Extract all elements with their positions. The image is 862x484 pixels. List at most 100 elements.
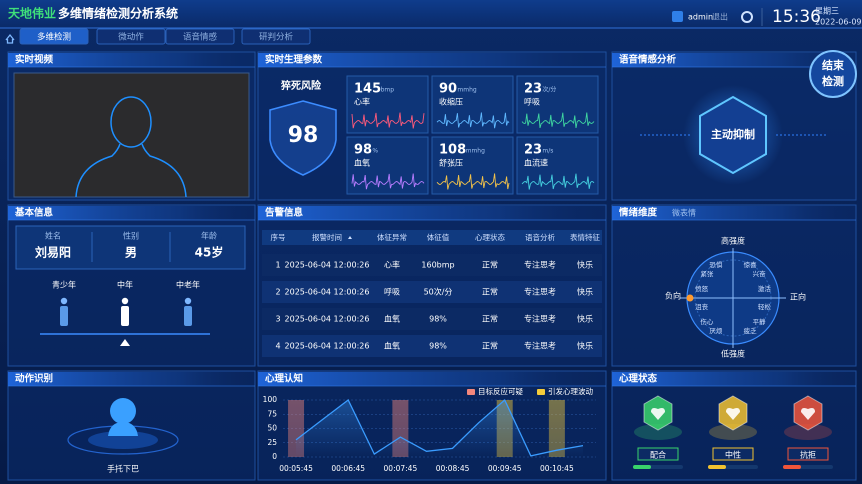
vital-label: 收缩压: [439, 97, 463, 107]
vitals-title: 实时生理参数: [265, 54, 323, 66]
risk-value: 98: [288, 123, 319, 148]
tab[interactable]: [96, 28, 166, 45]
emotion-subtitle: 微表情: [672, 208, 696, 218]
waveform: [351, 173, 425, 190]
tab-label[interactable]: 研判分析: [259, 32, 294, 43]
logout[interactable]: 退出: [712, 12, 728, 22]
end-button-label[interactable]: 检测: [822, 74, 844, 88]
state-bar: [783, 465, 801, 469]
vital-unit: 次/分: [542, 86, 556, 94]
action-figure-body: [108, 422, 138, 436]
chart-title: 心理认知: [265, 373, 303, 385]
weekday: 星期三: [815, 7, 839, 16]
y-tick-label: 75: [267, 409, 277, 418]
table-cell: 2025-06-04 12:00:26: [285, 288, 370, 297]
end-button[interactable]: [809, 50, 857, 98]
vital-card: [346, 136, 429, 195]
emotion-word: 惊喜: [744, 260, 758, 269]
sort-icon[interactable]: [348, 236, 352, 239]
table-cell: 正常: [482, 288, 498, 297]
action-title: 动作识别: [15, 373, 53, 385]
table-cell: 专注思考: [524, 287, 556, 297]
waveform: [521, 173, 595, 190]
tab-label[interactable]: 微动作: [118, 32, 144, 43]
vital-value: 108: [439, 143, 466, 158]
silhouette-head: [110, 96, 152, 148]
emotion-axes: [680, 248, 786, 348]
field-label: 性别: [123, 231, 139, 241]
panel-title-bar: [8, 206, 255, 220]
vital-unit: %: [372, 148, 378, 155]
table-cell: 快乐: [577, 287, 593, 297]
risk-label: 猝死风险: [280, 79, 322, 92]
field-value: 刘易阳: [35, 245, 71, 260]
axis-label: 高强度: [721, 236, 745, 246]
y-tick-label: 25: [267, 438, 277, 447]
x-tick-label: 00:10:45: [540, 464, 574, 473]
state-label-bg: [712, 447, 754, 461]
emotion-word: 疲乏: [744, 326, 758, 335]
table-cell: 2025-06-04 12:00:26: [285, 315, 370, 324]
home-icon[interactable]: [5, 33, 15, 44]
table-row-bg: [262, 254, 602, 276]
emotion-word: 厌烦: [709, 327, 723, 335]
user-name: admin: [688, 13, 713, 22]
emotion-word: 愤怒: [695, 284, 709, 293]
table-cell: 专注思考: [524, 314, 556, 324]
video-title: 实时视频: [15, 54, 54, 66]
state-label: 配合: [650, 450, 666, 460]
axis-label: 负向: [665, 291, 681, 301]
state-heart: [801, 408, 815, 420]
panel-title-bar: [612, 372, 856, 386]
panel-title-bar: [8, 53, 255, 67]
field-label: 姓名: [45, 231, 61, 241]
table-header: 体征值: [427, 232, 450, 242]
legend-label: 引发心理波动: [548, 386, 593, 396]
panel-title-bar: [258, 372, 606, 386]
date: 2022-06-09: [815, 18, 862, 27]
person-head: [121, 297, 129, 305]
state-label: 抗拒: [800, 450, 816, 460]
field-label: 年龄: [201, 231, 217, 241]
vital-card: [516, 136, 599, 195]
video-frame: [13, 72, 250, 198]
x-tick-label: 00:06:45: [331, 464, 365, 473]
settings-icon[interactable]: [741, 11, 753, 23]
tab[interactable]: [19, 28, 89, 45]
table-cell: 2: [275, 288, 280, 297]
waveform: [521, 112, 595, 129]
end-button-label[interactable]: 结束: [821, 58, 845, 72]
table-row-bg: [262, 335, 602, 357]
table-cell: 快乐: [577, 260, 593, 270]
clock: 15:36: [772, 7, 821, 27]
table-cell: 专注思考: [524, 260, 556, 270]
action-figure-head: [110, 398, 136, 424]
state-glow: [709, 424, 757, 440]
axis-label: 正向: [790, 292, 806, 302]
table-header: 体征异常: [377, 232, 407, 242]
table-cell: 98%: [429, 315, 447, 324]
vital-value: 90: [439, 82, 457, 97]
tab-label[interactable]: 语音情感: [183, 32, 218, 43]
person-body: [121, 306, 129, 326]
waveform: [436, 112, 510, 129]
tab[interactable]: [165, 28, 235, 45]
vital-unit: bmp: [381, 87, 395, 94]
emotion-marker: [686, 294, 694, 302]
tab-label[interactable]: 多维检测: [37, 32, 71, 43]
table-row-bg: [262, 308, 602, 330]
tab[interactable]: [241, 28, 311, 45]
vital-label: 血流速: [524, 158, 548, 168]
x-tick-label: 00:09:45: [488, 464, 522, 473]
table-cell: 4: [275, 342, 280, 351]
state-bar: [708, 465, 726, 469]
state-label-bg: [637, 447, 679, 461]
vital-value: 145: [354, 82, 381, 97]
shield: [269, 100, 337, 176]
table-cell: 2025-06-04 12:00:26: [285, 342, 370, 351]
age-group: 中老年: [176, 280, 200, 290]
voice-title: 语音情感分析: [619, 54, 677, 66]
table-cell: 正常: [482, 342, 498, 351]
